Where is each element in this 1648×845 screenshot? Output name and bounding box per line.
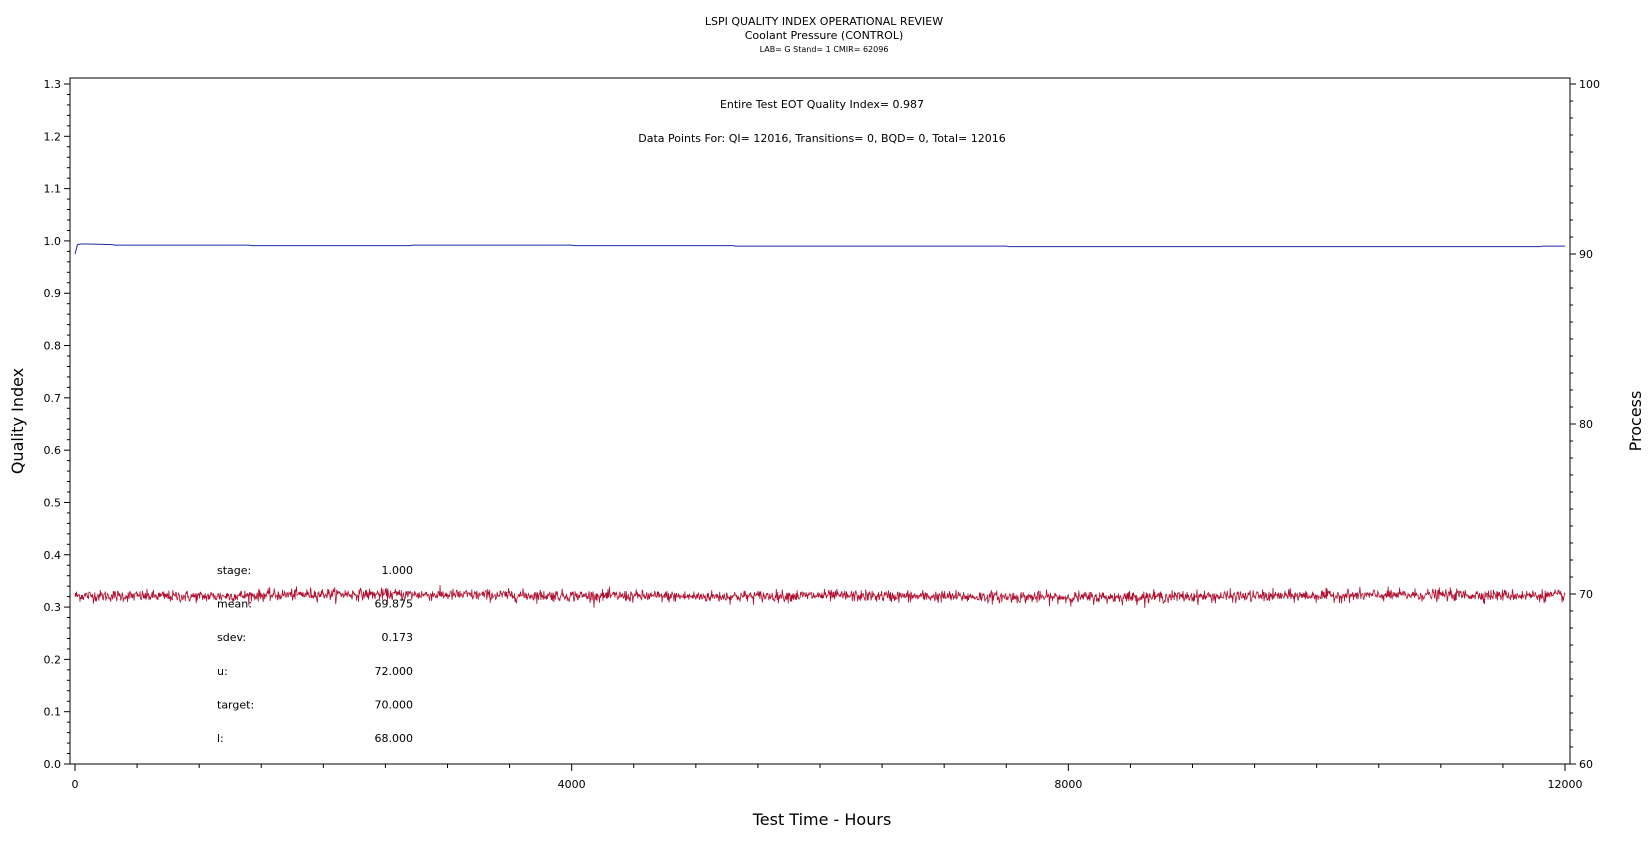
y2-axis-label: Process xyxy=(1626,391,1645,452)
x-tick-label: 4000 xyxy=(558,778,586,791)
y-tick-label: 1.3 xyxy=(44,78,62,91)
x-tick-label: 12000 xyxy=(1548,778,1583,791)
plot-frame xyxy=(69,77,1571,765)
y-tick-label: 0.3 xyxy=(44,601,62,614)
stat-value: 1.000 xyxy=(382,564,414,577)
stat-value: 70.000 xyxy=(375,698,414,711)
y-tick-label: 0.7 xyxy=(44,392,62,405)
chart-info-line: LAB= G Stand= 1 CMIR= 62096 xyxy=(760,45,889,54)
data-points-annotation: Data Points For: QI= 12016, Transitions=… xyxy=(638,132,1006,145)
y-tick-label: 0.5 xyxy=(44,496,62,509)
y2-tick-label: 80 xyxy=(1579,418,1593,431)
y-axis-label: Quality Index xyxy=(8,368,27,474)
stat-label: mean: xyxy=(217,598,252,611)
stat-label: l: xyxy=(217,732,224,745)
stat-label: target: xyxy=(217,698,254,711)
bottom-axis: 0 4000 8000 12000 xyxy=(72,764,1583,791)
process-series-line xyxy=(74,585,1566,608)
y2-tick-label: 70 xyxy=(1579,588,1593,601)
y-tick-label: 0.6 xyxy=(44,444,62,457)
stat-value: 68.000 xyxy=(375,732,414,745)
quality-index-annotation: Entire Test EOT Quality Index= 0.987 xyxy=(720,98,924,111)
stat-label: u: xyxy=(217,665,228,678)
quality-index-series-line xyxy=(74,243,1565,255)
chart-title: LSPI QUALITY INDEX OPERATIONAL REVIEW xyxy=(705,15,943,28)
y2-tick-label: 60 xyxy=(1579,758,1593,771)
stats-table: stage: 1.000 mean: 69.875 sdev: 0.173 u: 72.000… xyxy=(217,564,413,745)
y-tick-label: 0.8 xyxy=(44,340,62,353)
stat-value: 0.173 xyxy=(382,631,414,644)
stat-label: sdev: xyxy=(217,631,246,644)
y-tick-label: 1.1 xyxy=(44,183,62,196)
y-tick-label: 1.0 xyxy=(44,235,62,248)
y-tick-label: 0.1 xyxy=(44,706,62,719)
right-axis: 60 70 80 90 100 xyxy=(1570,78,1600,771)
y-tick-label: 0.9 xyxy=(44,287,62,300)
y-tick-label: 0.0 xyxy=(44,758,62,771)
x-tick-label: 0 xyxy=(72,778,79,791)
left-axis: 0.0 0.1 0.2 0.3 0.4 0.5 0.6 0.7 0.8 0.9 1.0 1.1 1.2 1… xyxy=(44,78,70,771)
y-tick-label: 0.4 xyxy=(44,549,62,562)
y-tick-label: 0.2 xyxy=(44,653,62,666)
stat-label: stage: xyxy=(217,564,251,577)
x-tick-label: 8000 xyxy=(1054,778,1082,791)
y-tick-label: 1.2 xyxy=(44,130,62,143)
stat-value: 72.000 xyxy=(375,665,414,678)
stat-value: 69.875 xyxy=(375,598,414,611)
chart-subtitle: Coolant Pressure (CONTROL) xyxy=(745,29,904,42)
y2-tick-label: 90 xyxy=(1579,248,1593,261)
x-axis-label: Test Time - Hours xyxy=(752,810,892,829)
series-layer xyxy=(74,243,1566,608)
y2-tick-label: 100 xyxy=(1579,78,1600,91)
